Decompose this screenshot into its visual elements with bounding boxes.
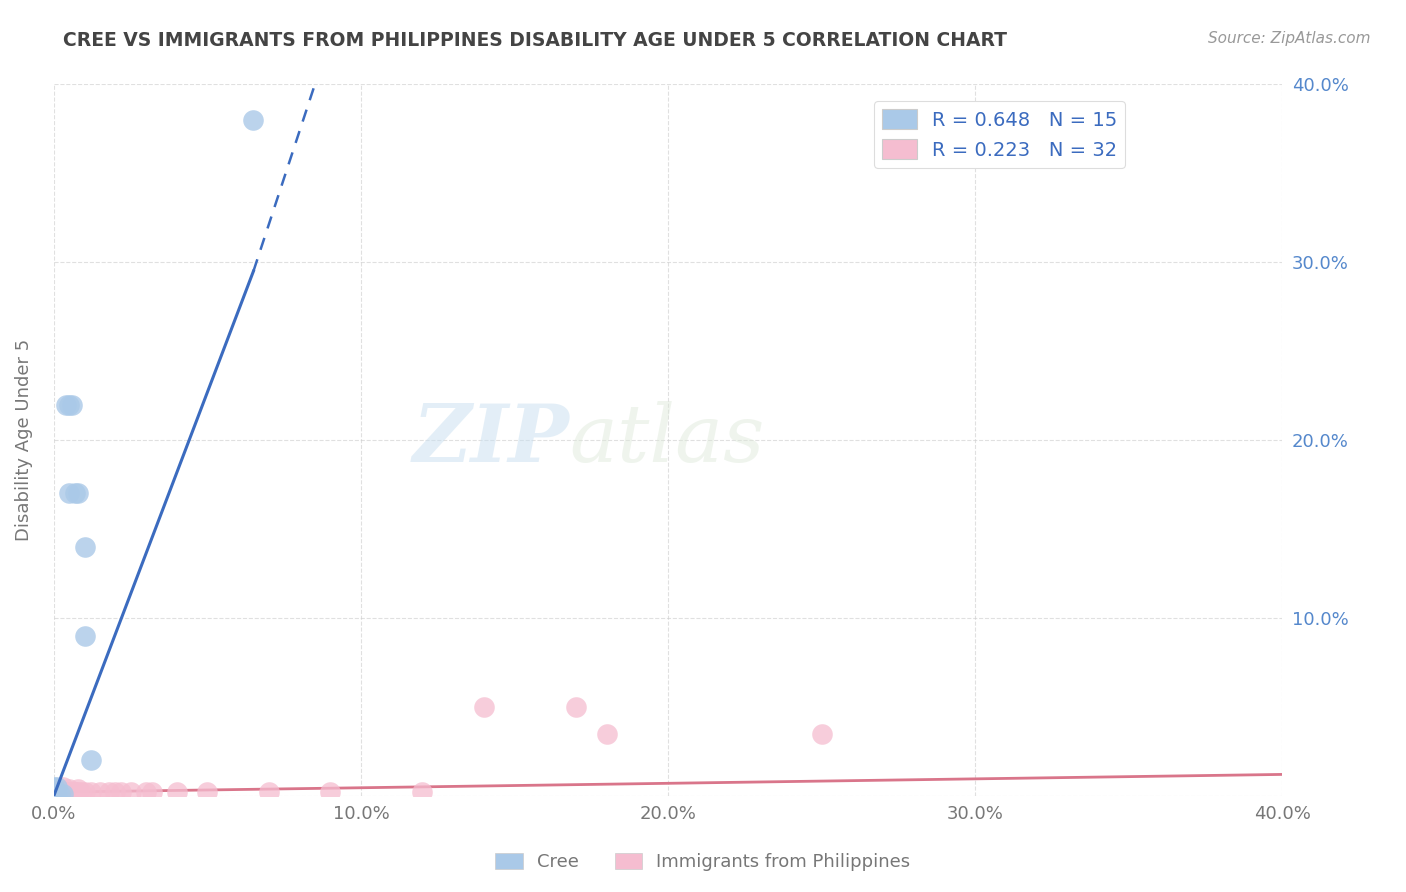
Point: [565, 699, 588, 714]
Point: [89, 785, 111, 799]
Point: [58, 781, 80, 796]
Legend: R = 0.648   N = 15, R = 0.223   N = 32: R = 0.648 N = 15, R = 0.223 N = 32: [873, 102, 1125, 168]
Point: [49, 785, 72, 799]
Point: [257, 785, 280, 799]
Point: [49, 787, 72, 801]
Point: [79, 785, 101, 799]
Point: [120, 785, 142, 799]
Point: [42, 780, 65, 794]
Point: [45, 785, 67, 799]
Point: [58, 398, 80, 412]
Legend: Cree, Immigrants from Philippines: Cree, Immigrants from Philippines: [488, 846, 918, 879]
Point: [595, 726, 617, 740]
Point: [135, 785, 157, 799]
Point: [58, 486, 80, 500]
Text: Source: ZipAtlas.com: Source: ZipAtlas.com: [1208, 31, 1371, 46]
Point: [98, 785, 121, 799]
Point: [73, 629, 96, 643]
Point: [45, 780, 67, 794]
Point: [52, 785, 75, 799]
Point: [65, 785, 87, 799]
Point: [70, 785, 93, 799]
Point: [45, 787, 67, 801]
Point: [472, 699, 495, 714]
Point: [411, 785, 433, 799]
Point: [55, 398, 77, 412]
Point: [65, 486, 87, 500]
Point: [60, 785, 83, 799]
Point: [810, 726, 832, 740]
Text: atlas: atlas: [569, 401, 765, 479]
Point: [52, 780, 75, 794]
Point: [67, 781, 90, 796]
Point: [42, 785, 65, 799]
Point: [319, 785, 342, 799]
Point: [166, 785, 188, 799]
Point: [195, 785, 218, 799]
Point: [104, 785, 127, 799]
Y-axis label: Disability Age Under 5: Disability Age Under 5: [15, 339, 32, 541]
Text: CREE VS IMMIGRANTS FROM PHILIPPINES DISABILITY AGE UNDER 5 CORRELATION CHART: CREE VS IMMIGRANTS FROM PHILIPPINES DISA…: [63, 31, 1007, 50]
Point: [58, 785, 80, 799]
Point: [73, 540, 96, 554]
Point: [60, 398, 83, 412]
Text: ZIP: ZIP: [413, 401, 569, 479]
Point: [73, 785, 96, 799]
Point: [79, 753, 101, 767]
Point: [141, 785, 163, 799]
Point: [55, 785, 77, 799]
Point: [67, 486, 90, 500]
Point: [242, 113, 264, 128]
Point: [67, 785, 90, 799]
Point: [52, 787, 75, 801]
Point: [110, 785, 132, 799]
Point: [65, 785, 87, 799]
